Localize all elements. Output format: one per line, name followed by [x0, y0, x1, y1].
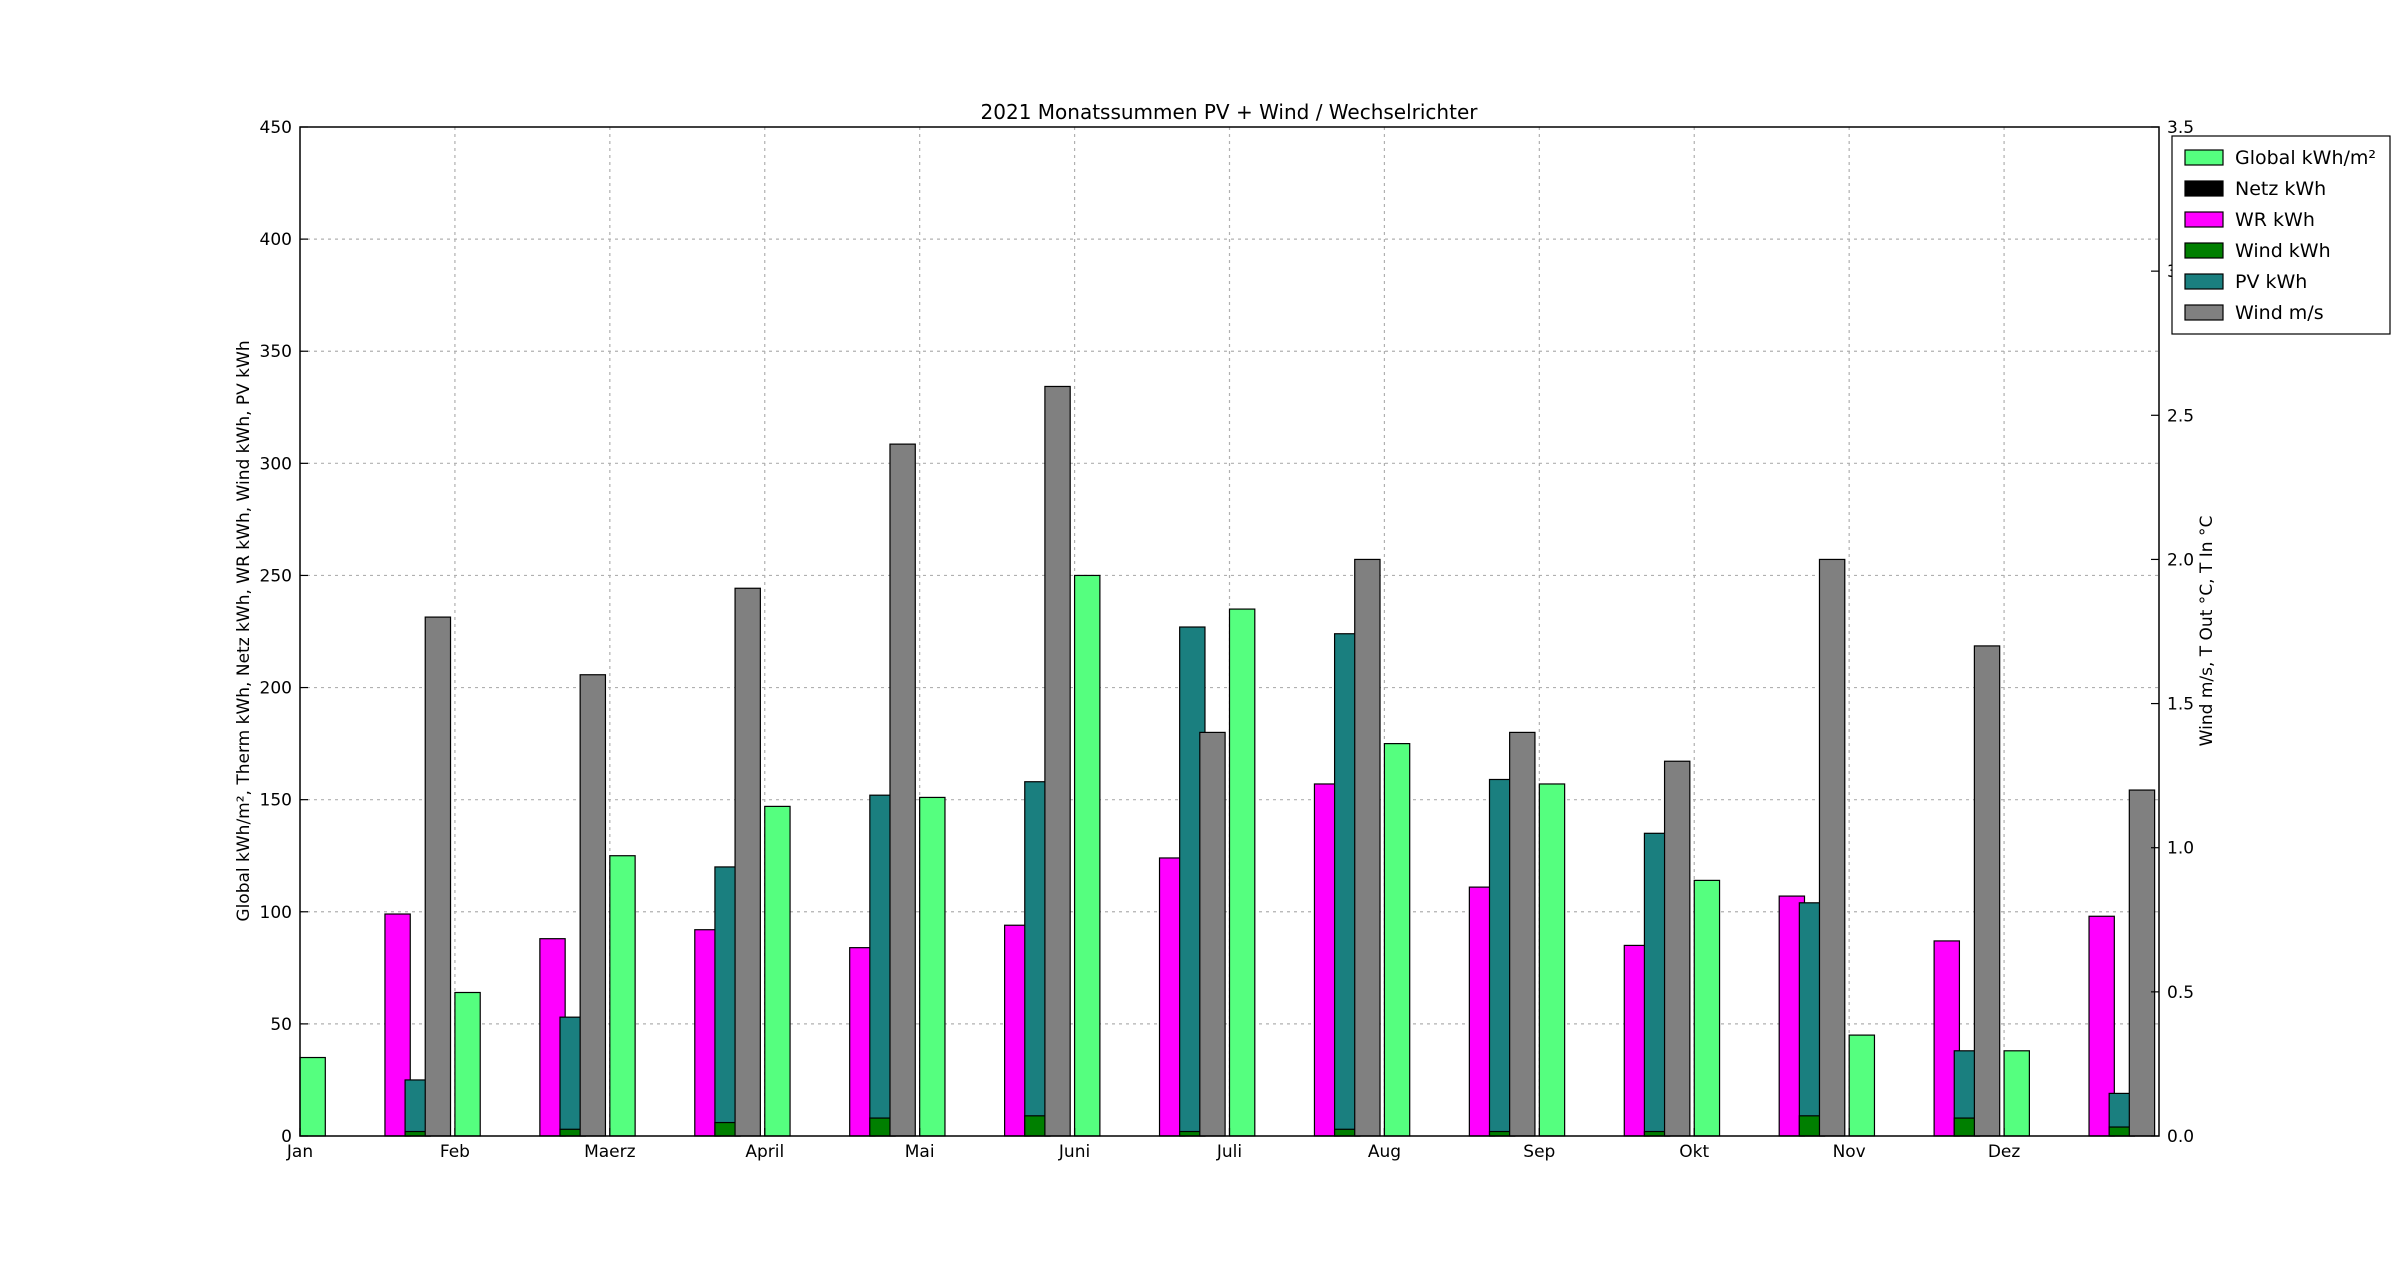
y-tick-label: 450 — [260, 118, 292, 138]
bar-global-kwh-m — [919, 796, 946, 1137]
bar-global-kwh-m — [1693, 879, 1721, 1137]
bar-global-kwh-m — [764, 805, 791, 1137]
bar-wind-m-s — [1044, 385, 1071, 1137]
bar-wind-m-s — [1199, 731, 1226, 1137]
bar-global-kwh-m — [609, 855, 636, 1137]
x-tick-label: Aug — [1368, 1142, 1401, 1162]
bar-global-kwh-m — [299, 1056, 326, 1137]
legend-swatch — [2184, 242, 2224, 259]
y2-tick-label: 2.0 — [2167, 550, 2194, 570]
y-axis-left: 0 50 100 150 200 250 300 350 400 450 — [260, 118, 308, 1147]
y-tick-label: 400 — [260, 230, 292, 250]
y-axis-right: 0.00.51.01.52.02.53.03.5 — [2151, 118, 2194, 1147]
y-axis-label: Global kWh/m², Therm kWh, Netz kWh, WR k… — [234, 340, 254, 921]
y-tick-label: 100 — [260, 903, 292, 923]
y-tick-label: 0 — [281, 1127, 292, 1147]
legend-label: Wind kWh — [2235, 240, 2331, 262]
bar-wind-m-s — [424, 616, 452, 1137]
y-tick-label: 200 — [260, 679, 292, 699]
y2-tick-label: 0.0 — [2167, 1127, 2194, 1147]
bar-wind-m-s — [1663, 760, 1691, 1137]
bar-wind-m-s — [579, 674, 607, 1137]
y-tick-label: 150 — [260, 791, 292, 811]
bar-global-kwh-m — [1383, 743, 1411, 1137]
x-tick-label: Okt — [1679, 1142, 1709, 1162]
y-tick-label: 50 — [270, 1015, 292, 1035]
legend-swatch — [2184, 273, 2224, 290]
legend-swatch — [2184, 304, 2224, 321]
bar-global-kwh-m — [1228, 608, 1256, 1137]
x-tick-label: Mai — [905, 1142, 935, 1162]
y-tick-label: 300 — [260, 454, 292, 474]
y2-tick-label: 2.5 — [2167, 406, 2194, 426]
legend: Global kWh/m² Netz kWh WR kWh Wind kWh PV kW… — [2171, 135, 2391, 335]
legend-swatch — [2184, 180, 2224, 197]
bar-wind-m-s — [1973, 645, 2001, 1137]
bar-global-kwh-m — [454, 991, 481, 1137]
legend-swatch — [2184, 211, 2224, 228]
bar-wind-m-s — [734, 587, 761, 1137]
x-tick-label: Jan — [286, 1142, 313, 1162]
bar-wind-m-s — [1354, 558, 1381, 1137]
legend-label: WR kWh — [2235, 209, 2315, 231]
legend-label: Global kWh/m² — [2235, 147, 2376, 169]
bar-global-kwh-m — [2003, 1050, 2030, 1137]
x-tick-label: Nov — [1833, 1142, 1866, 1162]
bars — [299, 385, 2156, 1137]
bar-wind-m-s — [1818, 558, 1846, 1137]
x-tick-label: Feb — [440, 1142, 470, 1162]
y2-tick-label: 3.5 — [2167, 118, 2194, 138]
x-tick-label: Sep — [1523, 1142, 1555, 1162]
bar-wind-m-s — [1509, 731, 1536, 1137]
legend-label: Netz kWh — [2235, 178, 2326, 200]
bar-global-kwh-m — [1848, 1034, 1876, 1137]
bar-global-kwh-m — [1073, 574, 1101, 1137]
legend-label: Wind m/s — [2235, 302, 2324, 324]
y-tick-label: 350 — [260, 342, 292, 362]
y2-tick-label: 0.5 — [2167, 983, 2194, 1003]
y2-tick-label: 1.0 — [2167, 839, 2194, 859]
legend-swatch — [2184, 149, 2224, 166]
bar-global-kwh-m — [1538, 783, 1566, 1137]
bar-wind-m-s — [889, 443, 916, 1137]
x-axis: Jan Feb Maerz April Mai Juni Juli Aug Sep Okt Nov D… — [286, 1128, 2020, 1162]
x-tick-label: Maerz — [584, 1142, 636, 1162]
y2-tick-label: 1.5 — [2167, 695, 2194, 715]
y-tick-label: 250 — [260, 566, 292, 586]
chart-title: 2021 Monatssummen PV + Wind / Wechselric… — [981, 100, 1479, 124]
legend-box — [2171, 135, 2391, 335]
x-tick-label: Juli — [1216, 1142, 1242, 1162]
legend-label: PV kWh — [2235, 271, 2307, 293]
x-tick-label: April — [745, 1142, 784, 1162]
bar-wind-m-s — [2128, 789, 2156, 1137]
y2-axis-label: Wind m/s, T Out °C, T In °C — [2197, 516, 2217, 747]
x-tick-label: Juni — [1058, 1142, 1090, 1162]
x-tick-label: Dez — [1988, 1142, 2021, 1162]
